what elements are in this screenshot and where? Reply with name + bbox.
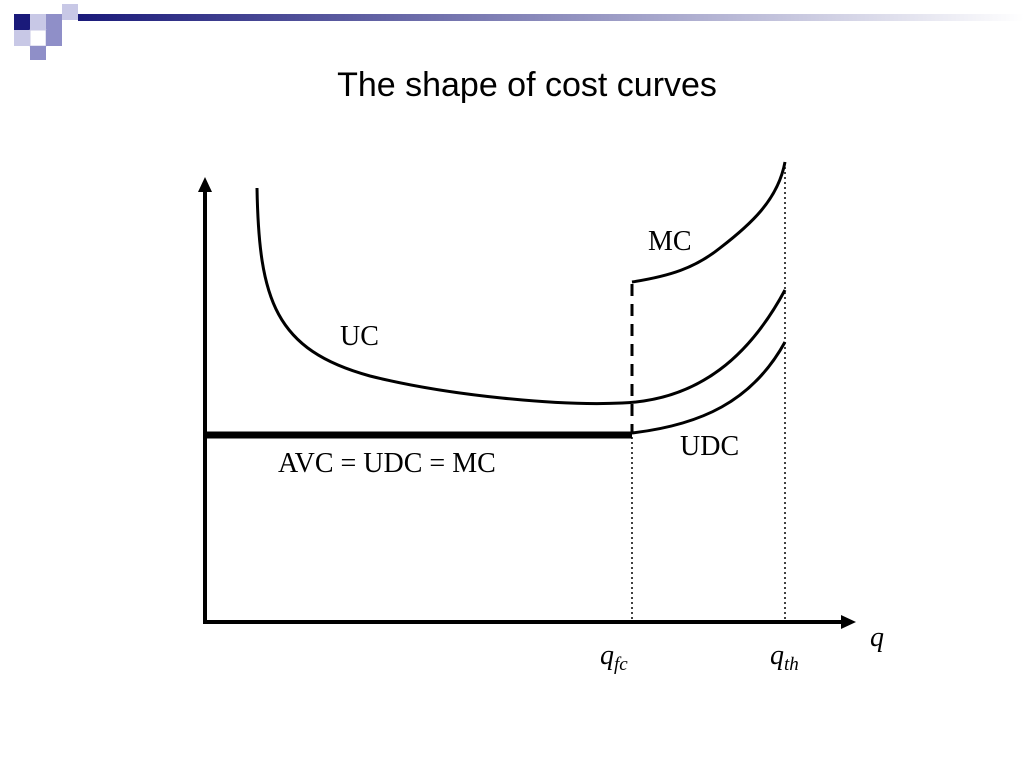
- q-th-label: qth: [770, 640, 799, 675]
- flat-label: AVC = UDC = MC: [278, 448, 496, 479]
- q-fc-label: qfc: [600, 640, 628, 675]
- uc-label: UC: [340, 321, 379, 352]
- x-arrow: [841, 615, 856, 629]
- x-axis-label: q: [870, 622, 884, 653]
- header-decoration: [14, 4, 1024, 60]
- axes: [203, 188, 845, 624]
- curves: [255, 161, 787, 435]
- udc-label: UDC: [680, 431, 739, 462]
- q-th-sub: th: [784, 654, 799, 675]
- slide-title: The shape of cost curves: [337, 66, 717, 104]
- q-th-main: q: [770, 640, 784, 671]
- q-fc-main: q: [600, 640, 614, 671]
- q-fc-sub: fc: [614, 654, 628, 675]
- mc-label: MC: [648, 226, 692, 257]
- y-arrow: [198, 177, 212, 192]
